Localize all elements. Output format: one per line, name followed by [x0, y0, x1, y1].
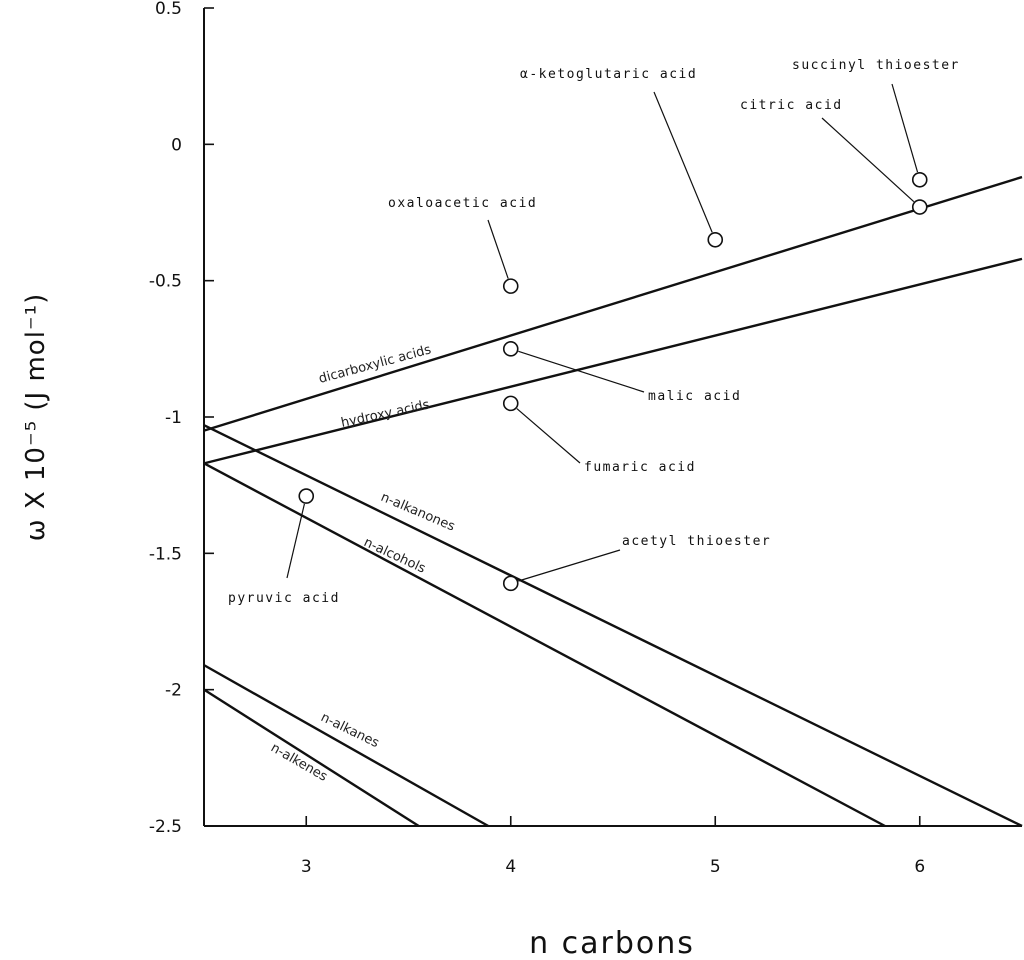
annotation-leaders	[286, 83, 919, 582]
point-alpha-ketoglutaric-acid	[707, 231, 724, 248]
leader-malic-acid	[518, 350, 645, 393]
annotation-pyruvic-acid: pyruvic acid	[228, 591, 340, 606]
leader-alpha-ketoglutaric-acid	[653, 91, 713, 233]
annotation-malic-acid: malic acid	[648, 389, 741, 404]
point-acetyl-thioester	[502, 575, 519, 592]
leader-fumaric-acid	[516, 408, 581, 464]
leader-oxaloacetic-acid	[487, 219, 509, 279]
series-lines	[203, 175, 1023, 828]
point-annotations: pyruvic acid oxaloacetic acid malic acid…	[228, 58, 960, 606]
y-axis-title: ω X 10⁻⁵ (J mol⁻¹)	[21, 293, 51, 541]
plot-frame	[203, 8, 1022, 827]
annotation-acetyl-thioester: acetyl thioester	[622, 534, 771, 549]
series-line-n-alkanones	[203, 424, 1023, 828]
series-line-n-alkenes	[203, 688, 420, 828]
x-tick-label-5: 5	[710, 857, 721, 877]
y-ticks: 0.5 0 -0.5 -1 -1.5 -2 -2.5	[149, 0, 214, 837]
point-oxaloacetic-acid	[502, 278, 519, 294]
series-line-dicarboxylic-acids	[203, 175, 1023, 432]
point-succinyl-thioester	[911, 171, 928, 188]
y-tick-label-3: -1	[165, 408, 182, 428]
leader-citric-acid	[821, 117, 915, 203]
point-citric-acid	[911, 199, 928, 215]
y-tick-label-4: -1.5	[149, 544, 182, 564]
annotation-oxaloacetic-acid: oxaloacetic acid	[388, 196, 537, 211]
data-points	[298, 171, 928, 592]
point-malic-acid	[502, 341, 519, 357]
x-tick-label-6: 6	[914, 857, 925, 877]
x-axis-title: n carbons	[529, 926, 695, 960]
annotation-alpha-ketoglutaric-acid: α-ketoglutaric acid	[520, 67, 697, 82]
y-tick-label-5: -2	[165, 681, 182, 701]
point-pyruvic-acid	[298, 488, 315, 504]
leader-pyruvic-acid	[286, 503, 306, 579]
series-label-n-alkanes: n-alkanes	[318, 710, 381, 751]
leader-acetyl-thioester	[518, 549, 621, 582]
series-label-n-alkanones: n-alkanones	[378, 490, 457, 535]
annotation-citric-acid: citric acid	[740, 98, 843, 113]
annotation-fumaric-acid: fumaric acid	[584, 460, 696, 475]
x-tick-label-3: 3	[301, 857, 312, 877]
annotation-succinyl-thioester: succinyl thioester	[792, 58, 960, 73]
series-label-hydroxy-acids: hydroxy acids	[340, 397, 431, 430]
y-tick-label-6: -2.5	[149, 817, 182, 837]
y-tick-label-1: 0	[171, 135, 182, 155]
leader-succinyl-thioester	[891, 83, 919, 173]
series-label-n-alcohols: n-alcohols	[361, 535, 428, 577]
x-ticks: 3 4 5 6	[301, 816, 925, 877]
series-line-n-alcohols	[203, 462, 886, 828]
x-tick-label-4: 4	[505, 857, 516, 877]
series-line-n-alkanes	[203, 664, 489, 828]
y-tick-label-2: -0.5	[149, 272, 182, 292]
y-tick-label-0: 0.5	[155, 0, 182, 19]
series-line-hydroxy-acids	[203, 257, 1023, 465]
point-fumaric-acid	[502, 395, 519, 412]
